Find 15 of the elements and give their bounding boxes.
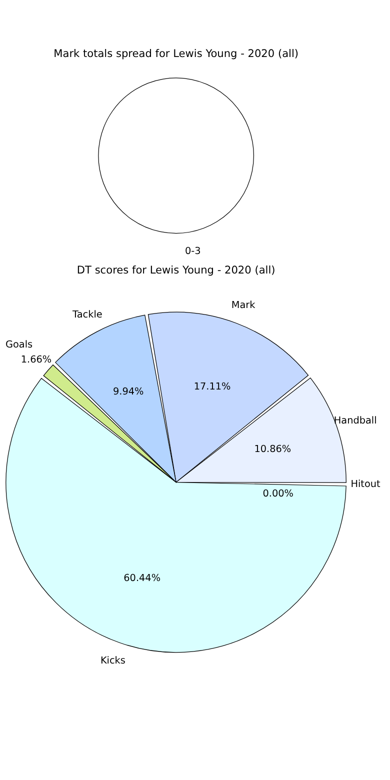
chart-title: DT scores for Lewis Young - 2020 (all) [76,264,276,277]
slice-label: Tackle [72,309,102,320]
slice-label: Kicks [100,656,126,667]
category-label: Hitout [350,479,380,490]
slice-label: Mark [231,300,256,311]
data-label: 10.86% [254,444,292,455]
chart-title: Mark totals spread for Lewis Young - 2020 (all) [54,48,299,60]
data-label: 60.44% [124,573,161,584]
data-label: 17.11% [194,382,231,393]
slice-label: 0-3 [185,246,201,257]
data-label: 1.66% [20,354,52,366]
text: 0.00% [262,488,294,500]
slice-label: Handball [334,416,377,427]
data-label: 9.94% [112,386,144,398]
slice-label: Goals [5,339,33,350]
